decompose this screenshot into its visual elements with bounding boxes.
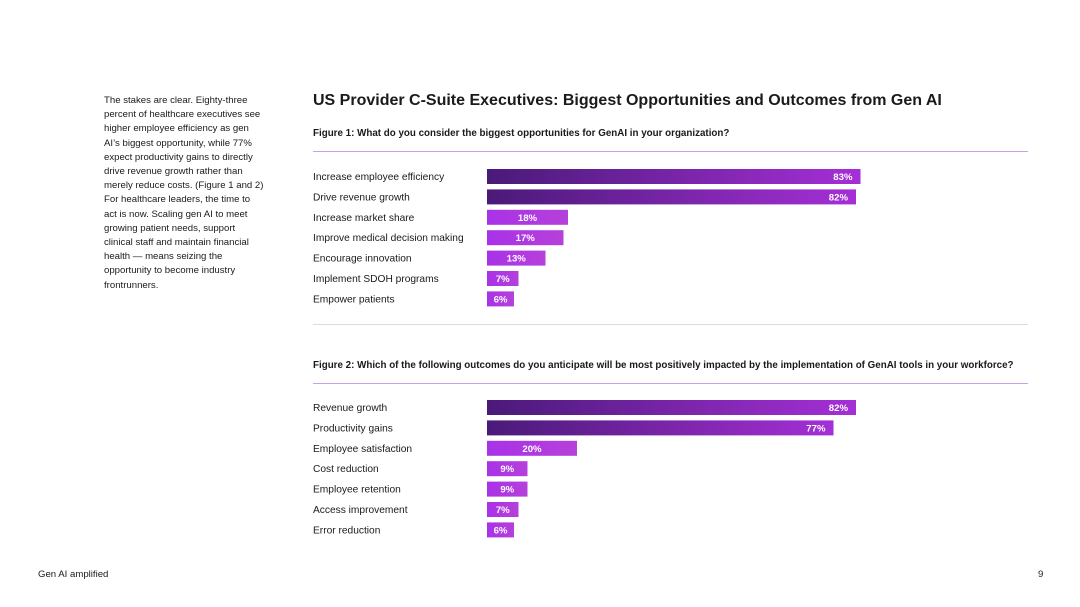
page-title-bold: US Provider C-Suite Executives:: [313, 92, 559, 109]
bar-cost-reduction: [487, 461, 528, 477]
value-label-error-reduction: 6%: [494, 525, 508, 536]
category-label-productivity-gains: Productivity gains: [313, 423, 393, 434]
bar-employee-retention: [487, 481, 528, 497]
value-label-employee-retention: 9%: [500, 485, 514, 496]
value-label-implement-sdoh-programs: 7%: [496, 274, 510, 285]
bar-improve-medical-decision-making: [487, 230, 564, 246]
bar-drive-revenue-growth: [487, 189, 856, 205]
figure-1-bottom-rule: [313, 324, 1028, 325]
figure-1-top-rule: [313, 151, 1028, 152]
value-label-increase-employee-efficiency: 83%: [833, 172, 853, 183]
bar-increase-market-share: [487, 209, 568, 225]
bar-employee-satisfaction: [487, 440, 577, 456]
bar-productivity-gains: [487, 420, 834, 436]
figure-2-title: Figure 2: Which of the following outcome…: [313, 360, 1014, 371]
footer-page-number: 9: [1038, 569, 1044, 580]
value-label-employee-satisfaction: 20%: [522, 444, 542, 455]
value-label-drive-revenue-growth: 82%: [829, 192, 849, 203]
category-label-drive-revenue-growth: Drive revenue growth: [313, 192, 410, 203]
value-label-revenue-growth: 82%: [829, 403, 849, 414]
intro-paragraph: The stakes are clear. Eighty-three perce…: [104, 95, 264, 291]
category-label-implement-sdoh-programs: Implement SDOH programs: [313, 274, 439, 285]
value-label-empower-patients: 6%: [494, 294, 508, 305]
category-label-employee-retention: Employee retention: [313, 485, 401, 496]
category-label-access-improvement: Access improvement: [313, 505, 408, 516]
category-label-error-reduction: Error reduction: [313, 525, 380, 536]
footer-document-title: Gen AI amplified: [38, 569, 109, 580]
page-title: US Provider C-Suite Executives: Biggest …: [313, 92, 942, 110]
value-label-access-improvement: 7%: [496, 505, 510, 516]
category-label-revenue-growth: Revenue growth: [313, 403, 387, 414]
bar-encourage-innovation: [487, 250, 546, 266]
category-label-increase-market-share: Increase market share: [313, 213, 415, 224]
category-label-cost-reduction: Cost reduction: [313, 464, 379, 475]
category-label-encourage-innovation: Encourage innovation: [313, 254, 412, 265]
figure-1-bar-chart: Increase employee efficiency 83% Drive rev…: [313, 169, 861, 307]
value-label-increase-market-share: 18%: [518, 213, 538, 224]
figure-1-title: Figure 1: What do you consider the bigge…: [313, 128, 730, 139]
page-title-regular: Biggest Opportunities and Outcomes from …: [558, 92, 942, 109]
value-label-encourage-innovation: 13%: [507, 254, 527, 265]
category-label-employee-satisfaction: Employee satisfaction: [313, 444, 412, 455]
category-label-increase-employee-efficiency: Increase employee efficiency: [313, 172, 445, 183]
bar-access-improvement: [487, 502, 519, 517]
bar-empower-patients: [487, 291, 514, 307]
figure-2-top-rule: [313, 383, 1028, 384]
value-label-productivity-gains: 77%: [806, 423, 826, 434]
category-label-improve-medical-decision-making: Improve medical decision making: [313, 233, 464, 244]
bar-error-reduction: [487, 522, 514, 538]
bar-implement-sdoh-programs: [487, 271, 519, 286]
value-label-cost-reduction: 9%: [500, 464, 514, 475]
category-label-empower-patients: Empower patients: [313, 294, 395, 305]
bar-increase-employee-efficiency: [487, 169, 861, 184]
figure-2-bar-chart: Revenue growth 82% Productivity gains 77% Em…: [313, 400, 856, 538]
bar-revenue-growth: [487, 400, 856, 415]
value-label-improve-medical-decision-making: 17%: [516, 233, 536, 244]
